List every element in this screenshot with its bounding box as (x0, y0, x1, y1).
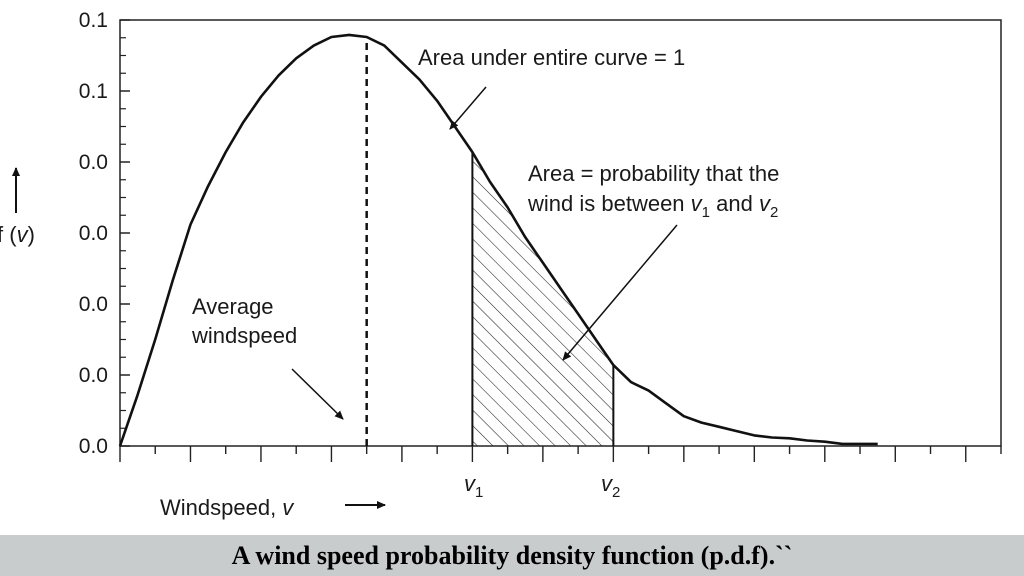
y-tick-label: 0.0 (79, 435, 108, 458)
y-axis: 0.0 0.0 0.0 0.0 0.0 0.1 0.1 (79, 9, 130, 458)
y-tick-label: 0.1 (79, 80, 108, 103)
y-tick-label: 0.0 (79, 151, 108, 174)
area-total-arrow (449, 86, 487, 130)
y-tick-label: 0.0 (79, 293, 108, 316)
area-total-label: Area under entire curve = 1 (418, 45, 685, 70)
y-tick-label: 0.0 (79, 222, 108, 245)
pdf-chart: 0.0 0.0 0.0 0.0 0.0 0.1 0.1 Area under entire … (0, 9, 1002, 520)
x-axis (119, 446, 1002, 462)
pdf-curve (118, 33, 878, 447)
v2-tick-label: v2 (601, 471, 620, 501)
y-axis-label: f (v) (0, 222, 35, 247)
x-axis-label: Windspeed, v (160, 495, 295, 520)
area-prob-label-line1: Area = probability that the (528, 161, 779, 186)
caption-bar: A wind speed probability density functio… (0, 535, 1024, 576)
average-arrow (291, 368, 344, 420)
area-prob-arrow (562, 224, 678, 361)
area-prob-label-line2: wind is between v1 and v2 (527, 191, 778, 221)
average-label-line2: windspeed (191, 323, 297, 348)
figure-caption: A wind speed probability density functio… (231, 540, 793, 570)
chart-area: 0.0 0.0 0.0 0.0 0.0 0.1 0.1 Area under entire … (0, 9, 1002, 520)
probability-shaded-area (472, 152, 614, 446)
average-label-line1: Average (192, 294, 274, 319)
y-tick-label: 0.0 (79, 364, 108, 387)
y-tick-label: 0.1 (79, 9, 108, 32)
v1-tick-label: v1 (464, 471, 483, 501)
